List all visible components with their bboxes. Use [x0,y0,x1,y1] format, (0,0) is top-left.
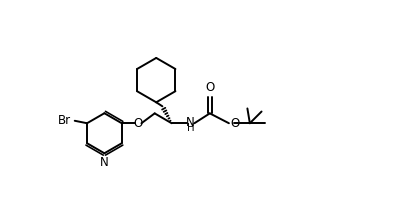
Text: O: O [231,117,240,130]
Text: N: N [186,116,195,129]
Text: N: N [100,156,109,169]
Text: O: O [133,117,142,130]
Text: O: O [205,81,214,94]
Text: H: H [187,123,194,134]
Text: Br: Br [58,114,71,127]
